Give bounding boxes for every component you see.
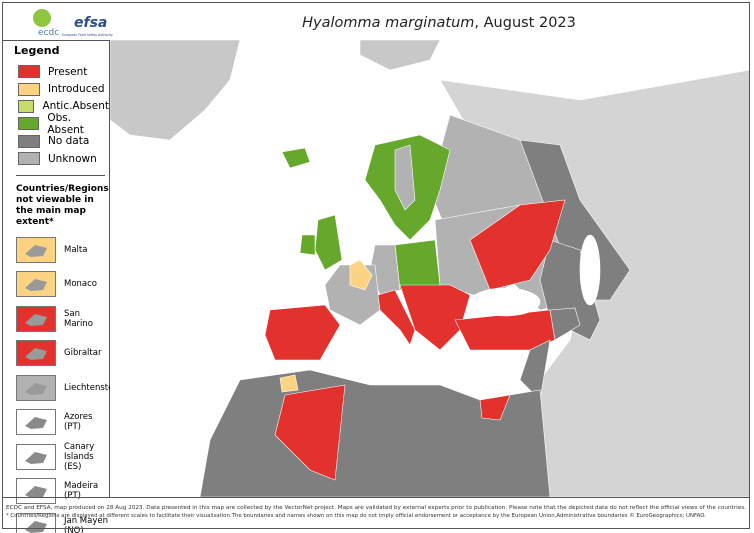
- morocco-coast: [279, 374, 299, 393]
- inset-box: [16, 271, 56, 298]
- legend-label: Antic.Absent: [42, 100, 109, 113]
- legend-swatch: [18, 65, 40, 79]
- legend-swatch: [18, 82, 40, 96]
- inset-item: Madeira (PT): [16, 474, 109, 509]
- inset-box: [16, 512, 56, 533]
- algeria-south: [274, 384, 346, 481]
- inset-box: [16, 305, 56, 332]
- egypt-delta: [479, 394, 511, 421]
- legend-swatch: [18, 117, 40, 131]
- italy: [377, 289, 416, 346]
- inset-label: San Marino: [64, 308, 93, 329]
- insets-title: Countries/Regions not viewable in the ma…: [16, 175, 109, 228]
- ecdc-logo-text: ecdc: [38, 28, 59, 38]
- efsa-logo-text: efsa: [74, 15, 107, 31]
- legend-item: No data: [18, 133, 109, 150]
- inset-shape: [25, 279, 47, 292]
- inset-shape: [25, 451, 47, 464]
- inset-label: Monaco: [64, 279, 98, 290]
- benelux: [349, 259, 373, 291]
- legend-item: Present: [18, 63, 109, 80]
- caucasus: [549, 307, 581, 341]
- black-sea: [469, 287, 541, 317]
- legend-item: Obs. Absent: [18, 112, 109, 136]
- footer-text: ECDC and EFSA, map produced on 28 Aug 20…: [6, 505, 746, 519]
- legend-title: Legend: [14, 44, 60, 57]
- inset-item: Azores (PT): [16, 405, 109, 440]
- inset-label: Azores (PT): [64, 412, 93, 433]
- footer-line: ECDC and EFSA, map produced on 28 Aug 20…: [6, 505, 746, 511]
- title-date: , August 2023: [474, 15, 575, 31]
- inset-item: Malta: [16, 232, 109, 267]
- inset-label: Gibraltar: [64, 348, 102, 359]
- inset-label: Jan Mayen (NO): [64, 515, 108, 533]
- header-graphics: ecdc efsa European Food Safety Authority…: [33, 9, 576, 38]
- inset-shape: [25, 486, 47, 499]
- legend-swatch: [18, 134, 40, 148]
- inset-box: [16, 340, 56, 367]
- insets: Malta Monaco San Marino Gibraltar Liechtenst…: [2, 232, 121, 533]
- norway-north: [394, 144, 416, 211]
- inset-shape: [25, 417, 47, 430]
- inset-shape: [25, 382, 47, 395]
- inset-item: Gibraltar: [16, 336, 109, 371]
- efsa-subtitle: European Food Safety Authority: [62, 33, 113, 37]
- caspian-sea: [579, 234, 601, 306]
- iberia: [264, 304, 341, 361]
- legend-item: Introduced: [18, 80, 109, 97]
- land: [110, 40, 750, 497]
- inset-item: Liechtenstein: [16, 370, 121, 405]
- legend-swatch: [18, 99, 35, 113]
- footer: ECDC and EFSA, map produced on 28 Aug 20…: [2, 497, 750, 530]
- greenland: [110, 40, 241, 141]
- inset-shape: [25, 348, 47, 361]
- legend-label: No data: [48, 135, 90, 148]
- ireland: [299, 234, 316, 256]
- inset-label: Madeira (PT): [64, 481, 99, 502]
- inset-box: [16, 443, 56, 470]
- inset-shape: [25, 313, 47, 326]
- svalbard: [359, 40, 441, 71]
- legend: Present Introduced Antic.Absent Obs. Absent…: [2, 63, 109, 167]
- legend-label: Present: [48, 65, 88, 78]
- ecdc-logo-globe: [33, 9, 51, 27]
- inset-item: Jan Mayen (NO): [16, 508, 109, 533]
- iceland: [281, 147, 311, 169]
- legend-item: Antic.Absent: [18, 98, 109, 115]
- inset-box: [16, 409, 56, 436]
- inset-label: Malta: [64, 244, 88, 255]
- inset-shape: [25, 244, 47, 257]
- inset-item: San Marino: [16, 301, 109, 336]
- map: [110, 40, 750, 497]
- inset-box: [16, 236, 56, 263]
- footer-line: * Countries/Regions are displayed at dif…: [6, 512, 706, 519]
- inset-box: [16, 374, 56, 401]
- legend-label: Obs. Absent: [47, 111, 84, 136]
- left-panel: Legend Present Introduced Antic.Absent Obs.…: [2, 40, 121, 533]
- title: Hyalomma marginatum, August 2023: [302, 15, 576, 31]
- inset-box: [16, 478, 56, 505]
- legend-swatch: [18, 152, 40, 166]
- legend-label: Unknown: [48, 152, 97, 165]
- inset-label: Liechtenstein: [64, 382, 122, 393]
- title-species: Hyalomma marginatum: [302, 15, 474, 31]
- great-britain: [314, 214, 343, 271]
- legend-label: Introduced: [48, 83, 105, 96]
- inset-item: Canary Islands (ES): [16, 439, 109, 474]
- inset-item: Monaco: [16, 267, 109, 302]
- inset-shape: [25, 520, 47, 533]
- legend-item: Unknown: [18, 150, 109, 167]
- inset-label: Canary Islands (ES): [64, 441, 95, 472]
